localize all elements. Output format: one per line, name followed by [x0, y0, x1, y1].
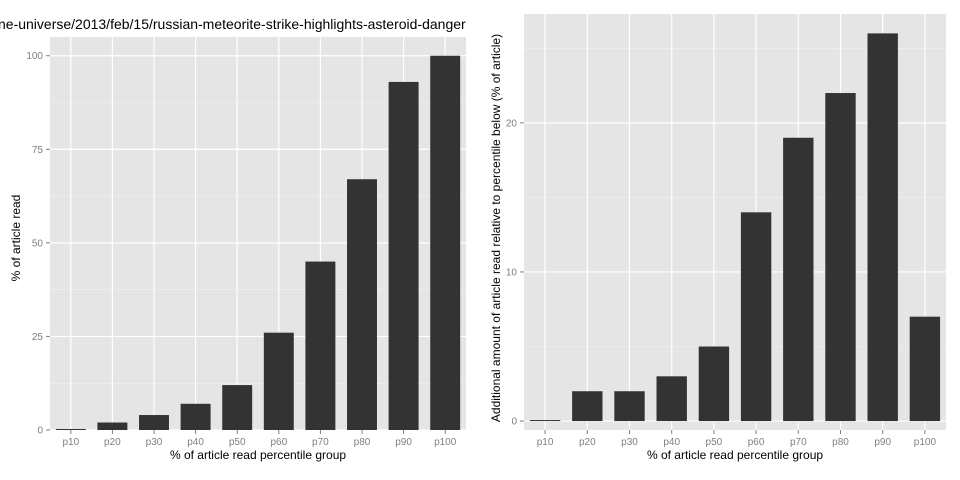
right-x-tick-label: p50	[706, 437, 723, 448]
right-y-tick-label: 20	[506, 118, 518, 129]
left-x-tick-label: p80	[354, 437, 371, 448]
right-x-tick-label: p90	[874, 437, 891, 448]
left-chart-title: ne-universe/2013/feb/15/russian-meteorit…	[0, 16, 466, 32]
left-bar-p30	[139, 415, 169, 430]
right-bar-p80	[825, 93, 856, 422]
left-x-tick-label: p60	[270, 437, 287, 448]
right-bar-p50	[698, 346, 730, 422]
left-bar-p60	[263, 332, 294, 430]
left-x-tick-label: p50	[229, 437, 246, 448]
right-x-axis-title: % of article read percentile group	[647, 448, 823, 462]
left-x-tick-label: p70	[312, 437, 329, 448]
left-x-tick-label: p30	[146, 437, 163, 448]
left-x-tick-label: p40	[187, 437, 204, 448]
right-x-tick-label: p40	[663, 437, 680, 448]
left-bar-p90	[388, 81, 419, 431]
right-x-tick-label: p10	[537, 437, 554, 448]
right-y-axis-title: Additional amount of article read relati…	[489, 34, 503, 422]
right-bar-p40	[656, 376, 687, 422]
right-bar-p30	[614, 391, 645, 422]
left-bar-p80	[347, 179, 377, 430]
right-y-tick-label: 10	[506, 267, 518, 278]
left-chart-panel: 0 25 50 75 100 p10 p20 p30 p40 p50 p60 p70 p80 p90 p10…	[9, 37, 466, 462]
right-x-tick-label: p30	[621, 437, 638, 448]
left-bar-p10	[55, 429, 86, 430]
left-y-axis-title: % of article read	[9, 195, 23, 282]
right-chart-panel: 0 10 20 p10 p20 p30 p40 p50 p60 p70 p80 p90 p100 % of…	[489, 14, 946, 462]
right-bar-p70	[783, 137, 814, 422]
left-bar-p70	[305, 261, 336, 430]
left-bar-p100	[430, 55, 461, 430]
right-x-tick-label: p100	[914, 437, 937, 448]
right-x-tick-label: p20	[579, 437, 596, 448]
right-bar-p90	[867, 33, 898, 422]
left-y-tick-label: 75	[32, 145, 44, 156]
right-bar-p60	[740, 212, 772, 422]
right-bar-p20	[572, 391, 603, 422]
right-bar-p100	[909, 316, 941, 422]
left-y-tick-label: 0	[37, 426, 43, 437]
left-bar-p40	[180, 403, 211, 430]
left-y-tick-label: 25	[32, 332, 44, 343]
right-x-tick-label: p70	[790, 437, 807, 448]
left-y-tick-label: 50	[32, 238, 44, 249]
right-y-tick-label: 0	[511, 417, 517, 428]
left-bar-p20	[97, 422, 128, 430]
left-x-axis-title: % of article read percentile group	[170, 448, 346, 462]
right-x-tick-label: p60	[748, 437, 765, 448]
right-x-tick-label: p80	[832, 437, 849, 448]
left-x-tick-label: p90	[395, 437, 412, 448]
left-y-tick-label: 100	[26, 51, 43, 62]
left-x-tick-label: p10	[62, 437, 79, 448]
left-bar-p50	[222, 385, 253, 430]
right-bar-p10	[529, 420, 561, 422]
left-x-tick-label: p100	[434, 437, 457, 448]
left-x-tick-label: p20	[104, 437, 121, 448]
